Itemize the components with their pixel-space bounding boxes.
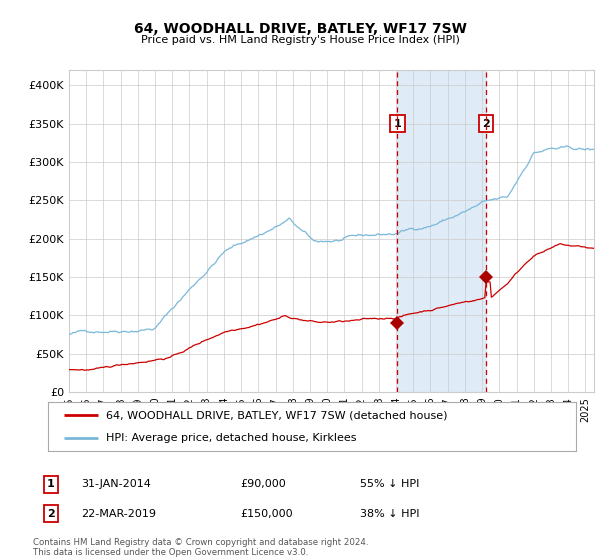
Text: 38% ↓ HPI: 38% ↓ HPI (360, 508, 419, 519)
Text: 22-MAR-2019: 22-MAR-2019 (81, 508, 156, 519)
Text: 1: 1 (394, 119, 401, 129)
Text: 64, WOODHALL DRIVE, BATLEY, WF17 7SW (detached house): 64, WOODHALL DRIVE, BATLEY, WF17 7SW (de… (106, 410, 448, 421)
Text: HPI: Average price, detached house, Kirklees: HPI: Average price, detached house, Kirk… (106, 433, 356, 444)
Text: £90,000: £90,000 (240, 479, 286, 489)
Bar (397, 70, 486, 392)
Text: Contains HM Land Registry data © Crown copyright and database right 2024.
This d: Contains HM Land Registry data © Crown c… (33, 538, 368, 557)
Text: £150,000: £150,000 (240, 508, 293, 519)
Text: 64, WOODHALL DRIVE, BATLEY, WF17 7SW: 64, WOODHALL DRIVE, BATLEY, WF17 7SW (134, 22, 466, 36)
Text: Price paid vs. HM Land Registry's House Price Index (HPI): Price paid vs. HM Land Registry's House … (140, 35, 460, 45)
Text: 1: 1 (47, 479, 55, 489)
Text: 55% ↓ HPI: 55% ↓ HPI (360, 479, 419, 489)
Text: 2: 2 (47, 508, 55, 519)
Text: 2: 2 (482, 119, 490, 129)
Text: 31-JAN-2014: 31-JAN-2014 (81, 479, 151, 489)
